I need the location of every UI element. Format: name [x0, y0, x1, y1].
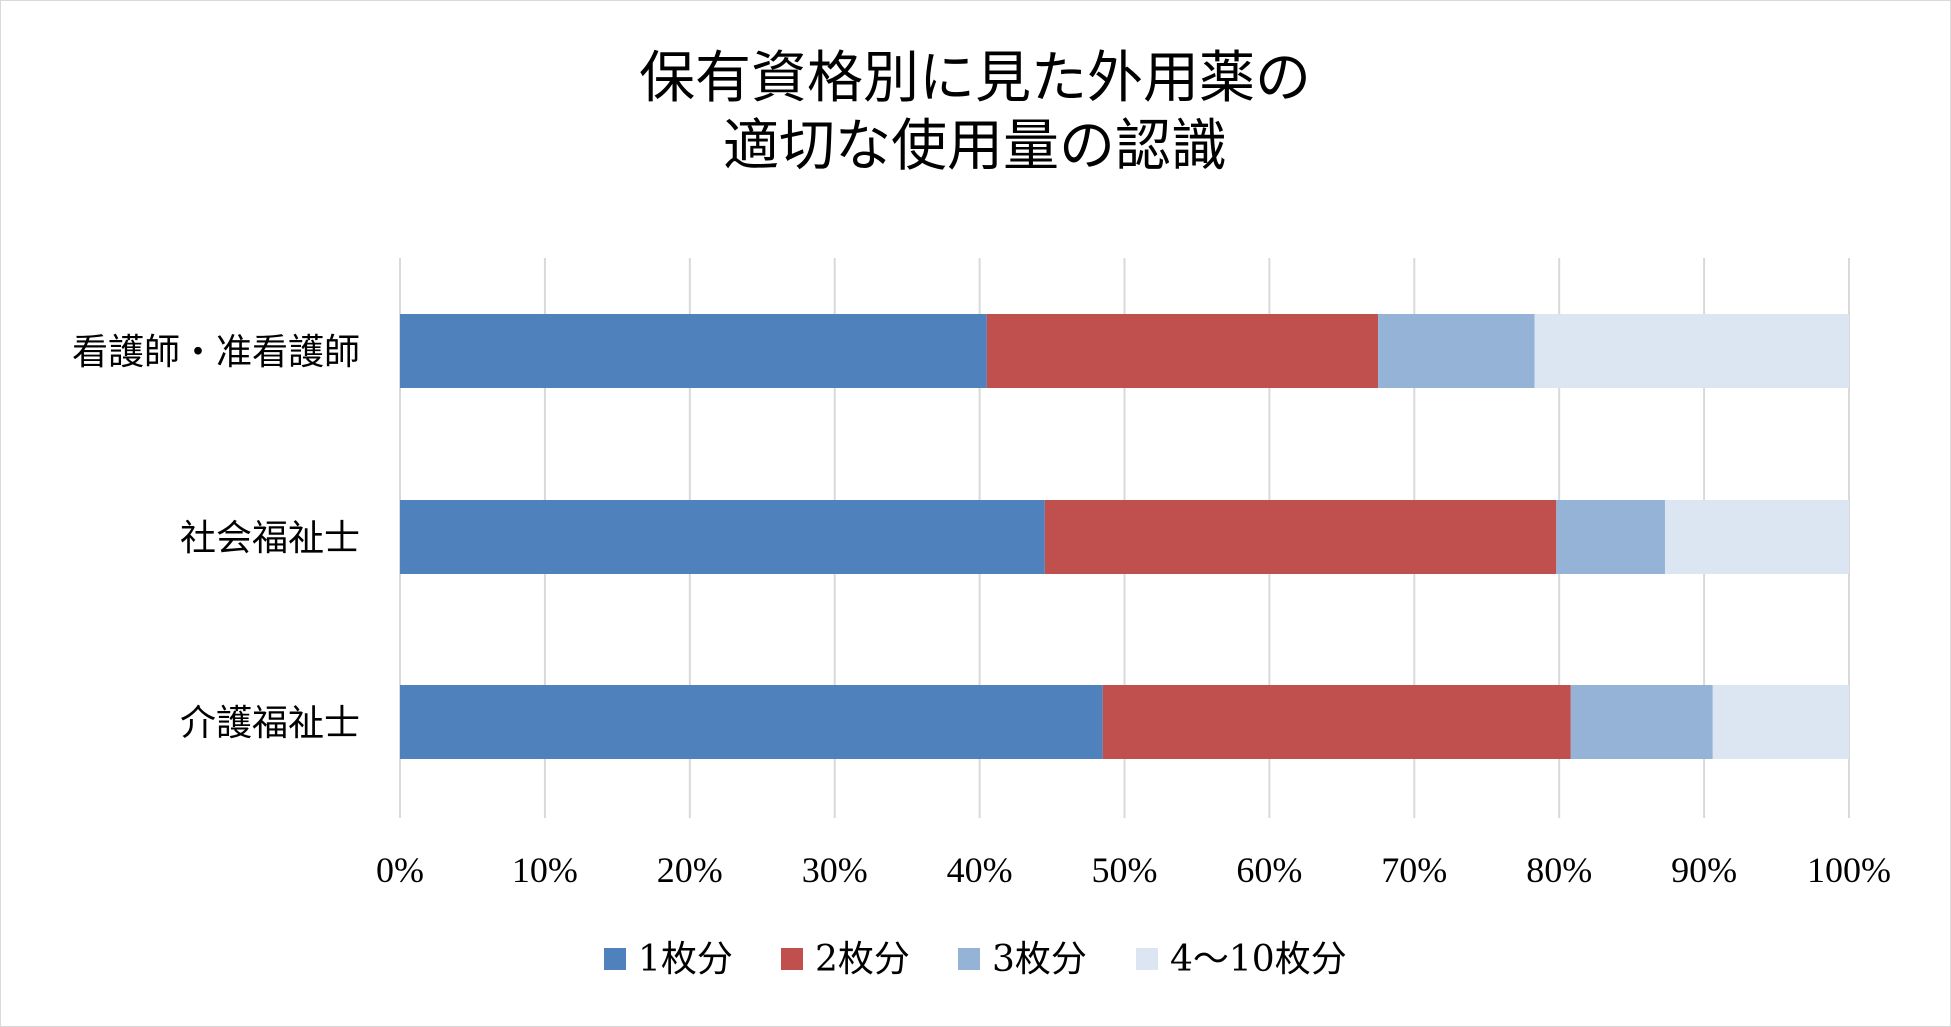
- legend-label: 3枚分: [992, 939, 1087, 980]
- bar-segment: [1712, 685, 1849, 759]
- x-tick-label: 60%: [1236, 850, 1302, 890]
- bars: [400, 314, 1849, 759]
- category-label: 介護福祉士: [180, 703, 360, 744]
- bar-segment: [400, 314, 987, 388]
- legend: 1枚分 2枚分 3枚分 4～10枚分: [604, 939, 1347, 980]
- x-tick-label: 100%: [1807, 850, 1891, 890]
- legend-swatch: [958, 948, 980, 970]
- legend-label: 2枚分: [815, 939, 910, 980]
- bar-segment: [1570, 685, 1713, 759]
- x-tick-labels: 0% 10% 20% 30% 40% 50% 60% 70% 80% 90% 100%: [376, 850, 1891, 890]
- legend-swatch: [781, 948, 803, 970]
- bar-segment: [1556, 500, 1665, 574]
- legend-item: 2枚分: [781, 939, 910, 980]
- x-tick-label: 90%: [1671, 850, 1737, 890]
- x-tick-label: 10%: [512, 850, 578, 890]
- x-tick-label: 20%: [657, 850, 723, 890]
- category-label: 看護師・准看護師: [72, 332, 360, 373]
- x-tick-label: 80%: [1526, 850, 1592, 890]
- legend-item: 4～10枚分: [1136, 939, 1347, 980]
- category-label: 社会福祉士: [180, 518, 360, 559]
- legend-label: 1枚分: [638, 939, 733, 980]
- legend-label: 4～10枚分: [1170, 939, 1347, 980]
- legend-item: 1枚分: [604, 939, 733, 980]
- legend-item: 3枚分: [958, 939, 1087, 980]
- x-tick-label: 50%: [1092, 850, 1158, 890]
- x-tick-label: 40%: [947, 850, 1013, 890]
- x-tick-label: 70%: [1381, 850, 1447, 890]
- chart-title-line: 保有資格別に見た外用薬の: [639, 46, 1311, 111]
- bar-segment: [1664, 500, 1849, 574]
- bar-segment: [1378, 314, 1535, 388]
- bar-segment: [400, 500, 1045, 574]
- bar-segment: [986, 314, 1379, 388]
- bar-segment: [400, 685, 1103, 759]
- x-tick-label: 0%: [376, 850, 424, 890]
- bar-segment: [1044, 500, 1557, 574]
- legend-swatch: [1136, 948, 1158, 970]
- chart-title-line: 適切な使用量の認識: [723, 114, 1227, 179]
- x-tick-label: 30%: [802, 850, 868, 890]
- bar-segment: [1534, 314, 1849, 388]
- bar-segment: [1102, 685, 1571, 759]
- legend-swatch: [604, 948, 626, 970]
